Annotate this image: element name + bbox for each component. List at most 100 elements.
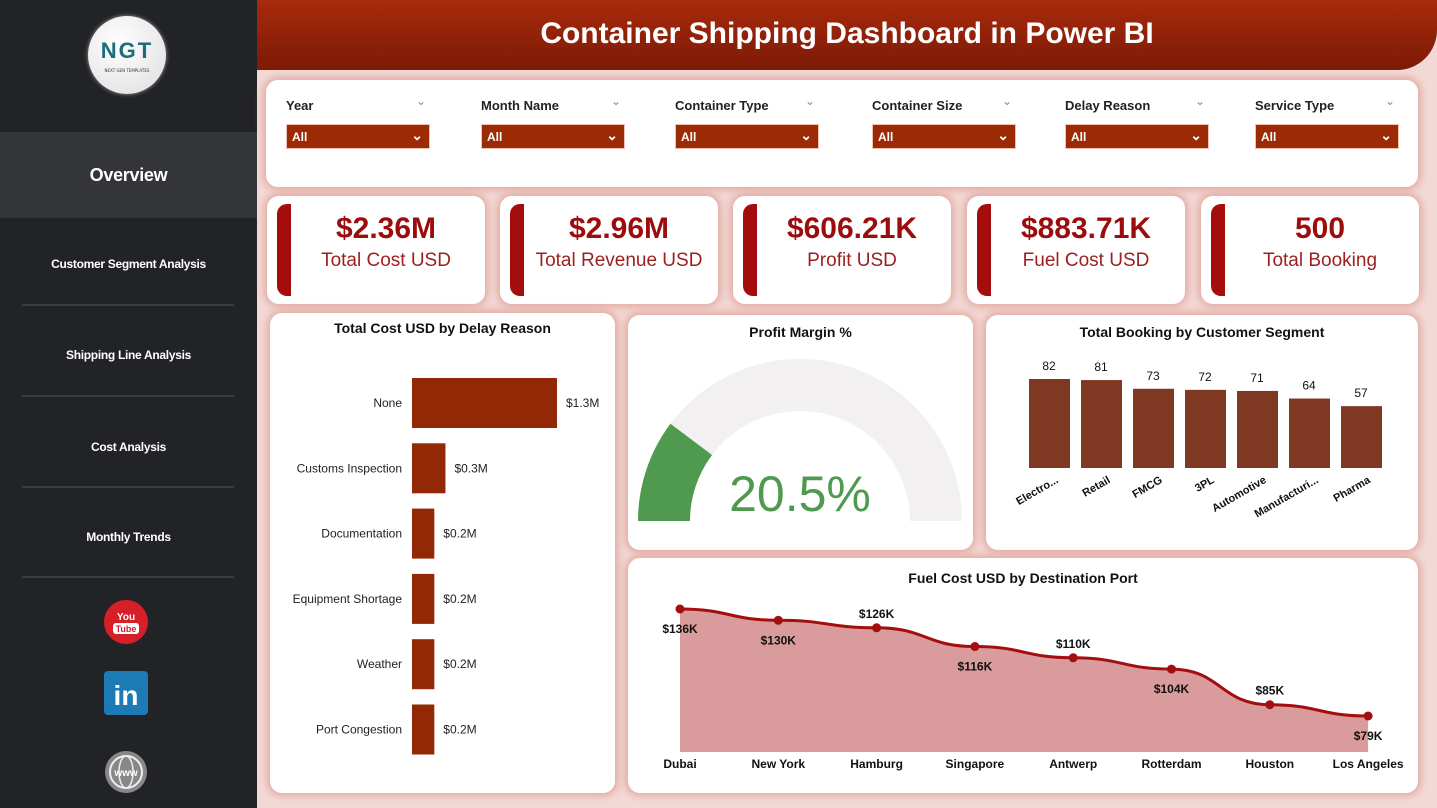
chevron-down-icon: ⌄: [1380, 127, 1392, 143]
data-point: [872, 623, 882, 633]
logo: NGT NEXT GEN TEMPLATES: [88, 16, 166, 94]
gauge-value: 20.5%: [729, 466, 871, 522]
data-point: [1167, 664, 1176, 674]
gauge-fill: [638, 423, 713, 521]
profit-margin-gauge: Profit Margin % 20.5%: [628, 315, 973, 550]
nav-monthly-trends[interactable]: Monthly Trends: [86, 530, 171, 544]
data-label: $0.2M: [443, 527, 476, 541]
data-label: $116K: [958, 660, 993, 674]
divider: [22, 304, 234, 306]
data-label: $0.2M: [443, 657, 476, 671]
bar: [412, 639, 435, 690]
data-label: $1.3M: [566, 396, 599, 410]
data-point: [1363, 711, 1373, 721]
filter-dropdown[interactable]: All ⌄: [872, 124, 1016, 149]
chevron-down-icon[interactable]: ⌄: [416, 94, 427, 108]
filter-label: Month Name: [481, 98, 559, 113]
bar: [412, 704, 435, 755]
series-line: [679, 607, 1369, 718]
chevron-down-icon[interactable]: ⌄: [611, 94, 622, 108]
chart-title: Total Booking by Customer Segment: [1079, 324, 1325, 340]
nav-shipping-line-analysis[interactable]: Shipping Line Analysis: [66, 348, 191, 362]
nav-cost-analysis[interactable]: Cost Analysis: [90, 440, 166, 454]
bar: [1081, 380, 1122, 468]
data-label: 57: [1354, 386, 1368, 400]
divider: [22, 486, 234, 488]
filter-dropdown[interactable]: All ⌄: [286, 124, 430, 149]
category-label: 3PL: [1193, 474, 1217, 495]
category-label: Weather: [357, 657, 402, 671]
chevron-down-icon: ⌄: [606, 127, 618, 143]
svg-text:Tube: Tube: [116, 624, 137, 634]
data-label: 71: [1250, 371, 1264, 385]
svg-text:in: in: [114, 680, 139, 711]
bar: [1133, 388, 1174, 468]
globe-icon[interactable]: www: [104, 750, 148, 794]
data-label: 82: [1042, 359, 1056, 373]
data-point: [970, 642, 980, 652]
chevron-down-icon[interactable]: ⌄: [1195, 94, 1206, 108]
kpi-label: Total Booking: [1262, 250, 1378, 271]
nav-overview[interactable]: Overview: [0, 132, 257, 218]
category-label: Houston: [1245, 757, 1294, 771]
filter-dropdown[interactable]: All ⌄: [675, 124, 819, 149]
bar: [412, 573, 435, 624]
category-label: Singapore: [946, 757, 1005, 771]
dropdown-value: All: [878, 130, 894, 144]
data-label: 81: [1094, 360, 1108, 374]
data-point: [675, 604, 685, 614]
gauge-track: [638, 359, 962, 521]
sidebar: NGT NEXT GEN TEMPLATES Overview Customer …: [0, 0, 257, 808]
category-label: Port Congestion: [316, 723, 402, 737]
category-label: Antwerp: [1049, 757, 1097, 771]
chevron-down-icon[interactable]: ⌄: [1385, 94, 1396, 108]
filter-label: Delay Reason: [1065, 98, 1151, 113]
kpi-value: $883.71K: [1020, 212, 1152, 245]
filter-dropdown[interactable]: All ⌄: [1065, 124, 1209, 149]
chevron-down-icon[interactable]: ⌄: [1002, 94, 1013, 108]
divider: [22, 576, 234, 578]
data-label: $0.2M: [443, 592, 476, 606]
chart-title: Total Cost USD by Delay Reason: [334, 320, 551, 336]
kpi-value: $2.36M: [335, 212, 437, 245]
filter-dropdown[interactable]: All ⌄: [481, 124, 625, 149]
data-label: $85K: [1255, 684, 1284, 698]
category-label: FMCG: [1130, 474, 1164, 501]
data-point: [1265, 700, 1275, 710]
kpi-card: $606.21K Profit USD: [733, 196, 951, 304]
data-label: 64: [1302, 379, 1316, 393]
chevron-down-icon: ⌄: [411, 127, 423, 143]
category-label: Dubai: [663, 757, 696, 771]
dropdown-value: All: [292, 130, 308, 144]
bar: [1029, 379, 1070, 468]
kpi-label: Profit USD: [807, 250, 897, 271]
kpi-accent-bar: [743, 204, 757, 296]
chevron-down-icon: ⌄: [997, 127, 1009, 143]
category-label: Retail: [1081, 474, 1113, 499]
linkedin-icon[interactable]: in: [104, 671, 148, 715]
data-label: $0.2M: [443, 723, 476, 737]
category-label: None: [373, 396, 402, 410]
category-label: Hamburg: [850, 757, 903, 771]
data-point: [1068, 653, 1078, 663]
nav-customer-segment-analysis[interactable]: Customer Segment Analysis: [51, 257, 206, 271]
category-label: Documentation: [321, 527, 402, 541]
kpi-label: Fuel Cost USD: [1022, 250, 1150, 271]
bar: [1289, 398, 1330, 468]
chart-title: Profit Margin %: [749, 324, 852, 340]
kpi-card: $883.71K Fuel Cost USD: [967, 196, 1185, 304]
kpi-value: $606.21K: [786, 212, 918, 245]
kpi-accent-bar: [510, 204, 524, 296]
area-fill: [680, 609, 1369, 752]
filter-label: Service Type: [1255, 98, 1335, 113]
kpi-accent-bar: [977, 204, 991, 296]
kpi-accent-bar: [277, 204, 291, 296]
filter-dropdown[interactable]: All ⌄: [1255, 124, 1399, 149]
chevron-down-icon[interactable]: ⌄: [805, 94, 816, 108]
data-label: $126K: [859, 607, 895, 621]
kpi-label: Total Revenue USD: [535, 250, 703, 271]
data-label: $0.3M: [454, 461, 487, 475]
data-label: $130K: [761, 633, 797, 647]
bar: [412, 508, 435, 559]
